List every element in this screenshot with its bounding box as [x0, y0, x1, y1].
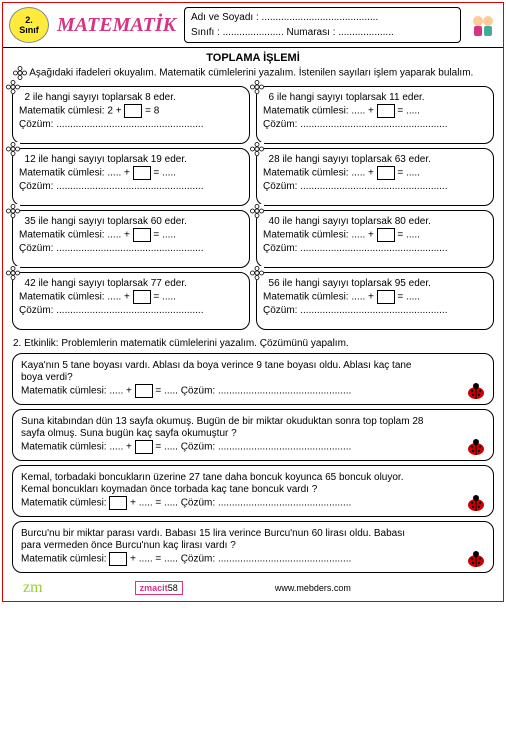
answer-box[interactable]	[124, 104, 142, 118]
problem-grid: 2 ile hangi sayıyı toplarsak 8 eder. Mat…	[3, 84, 503, 332]
answer-box[interactable]	[377, 104, 395, 118]
answer-box[interactable]	[135, 384, 153, 398]
problem-solution: Çözüm: .................................…	[19, 181, 243, 192]
answer-box[interactable]	[109, 496, 127, 510]
problem-math: Matematik cümlesi: 2 + = 8	[19, 104, 243, 118]
problem-box: 35 ile hangi sayıyı toplarsak 60 eder. M…	[9, 208, 253, 270]
activity2-title: 2. Etkinlik: Problemlerin matematik cüml…	[3, 332, 503, 351]
wp-text2: sayfa olmuş. Suna bugün kaç sayfa okumuş…	[21, 428, 485, 439]
problem-question: 40 ile hangi sayıyı toplarsak 80 eder.	[263, 216, 487, 227]
problem-solution: Çözüm: .................................…	[263, 181, 487, 192]
word-problem-box: Kemal, torbadaki boncukların üzerine 27 …	[3, 463, 503, 519]
wp-text1: Burcu'nu bir miktar parası vardı. Babası…	[21, 528, 485, 539]
grade-num: 2.	[25, 15, 33, 25]
problem-box: 40 ile hangi sayıyı toplarsak 80 eder. M…	[253, 208, 497, 270]
answer-box[interactable]	[377, 166, 395, 180]
problem-box: 28 ile hangi sayıyı toplarsak 63 eder. M…	[253, 146, 497, 208]
problem-question: 12 ile hangi sayıyı toplarsak 19 eder.	[19, 154, 243, 165]
problem-solution: Çözüm: .................................…	[19, 305, 243, 316]
problem-math: Matematik cümlesi: ..... + = .....	[19, 166, 243, 180]
flower-icon	[6, 266, 20, 280]
kids-icon	[469, 11, 497, 39]
flower-icon	[6, 204, 20, 218]
answer-box[interactable]	[377, 290, 395, 304]
problem-math: Matematik cümlesi: ..... + = .....	[19, 228, 243, 242]
answer-box[interactable]	[133, 290, 151, 304]
problem-solution: Çözüm: .................................…	[19, 243, 243, 254]
problem-math: Matematik cümlesi: ..... + = .....	[263, 290, 487, 304]
flower-icon	[13, 66, 27, 80]
problem-solution: Çözüm: .................................…	[19, 119, 243, 130]
problem-math: Matematik cümlesi: ..... + = .....	[263, 166, 487, 180]
flower-icon	[6, 80, 20, 94]
section-title: TOPLAMA İŞLEMİ	[3, 48, 503, 66]
word-problem-box: Burcu'nu bir miktar parası vardı. Babası…	[3, 519, 503, 575]
word-problem-box: Kaya'nın 5 tane boyası vardı. Ablası da …	[3, 351, 503, 407]
problem-solution: Çözüm: .................................…	[263, 305, 487, 316]
problem-question: 28 ile hangi sayıyı toplarsak 63 eder.	[263, 154, 487, 165]
page: 2. Sınıf MATEMATİK Adı ve Soyadı : .....…	[2, 2, 504, 602]
wp-text2: boya verdi?	[21, 372, 485, 383]
site-url: www.mebders.com	[275, 583, 351, 593]
flower-icon	[6, 142, 20, 156]
ladybug-icon	[465, 494, 487, 512]
word-problem-box: Suna kitabından dün 13 sayfa okumuş. Bug…	[3, 407, 503, 463]
wp-text2: para vermeden önce Burcu'nun kaç lirası …	[21, 540, 485, 551]
problem-question: 6 ile hangi sayıyı toplarsak 11 eder.	[263, 92, 487, 103]
wp-math: Matematik cümlesi: ..... + = ..... Çözüm…	[21, 384, 485, 398]
ladybug-icon	[465, 382, 487, 400]
problem-solution: Çözüm: .................................…	[263, 119, 487, 130]
author-badge: zmacit58	[135, 581, 183, 595]
wp-text1: Kemal, torbadaki boncukların üzerine 27 …	[21, 472, 485, 483]
answer-box[interactable]	[135, 440, 153, 454]
wp-math: Matematik cümlesi: + ..... = ..... Çözüm…	[21, 552, 485, 566]
problem-math: Matematik cümlesi: ..... + = .....	[19, 290, 243, 304]
class-label: Sınıfı : ...................... Numarası…	[191, 25, 454, 40]
problem-box: 42 ile hangi sayıyı toplarsak 77 eder. M…	[9, 270, 253, 332]
instruction-text: Aşağıdaki ifadeleri okuyalım. Matematik …	[29, 68, 473, 79]
problem-math: Matematik cümlesi: ..... + = .....	[263, 228, 487, 242]
wp-text1: Kaya'nın 5 tane boyası vardı. Ablası da …	[21, 360, 485, 371]
grade-word: Sınıf	[19, 25, 39, 35]
problem-box: 2 ile hangi sayıyı toplarsak 8 eder. Mat…	[9, 84, 253, 146]
header: 2. Sınıf MATEMATİK Adı ve Soyadı : .....…	[3, 3, 503, 48]
problem-math: Matematik cümlesi: ..... + = .....	[263, 104, 487, 118]
answer-box[interactable]	[377, 228, 395, 242]
flower-icon	[250, 142, 264, 156]
name-fields: Adı ve Soyadı : ........................…	[184, 7, 461, 43]
wp-math: Matematik cümlesi: ..... + = ..... Çözüm…	[21, 440, 485, 454]
subject-title: MATEMATİK	[57, 14, 176, 37]
grade-badge: 2. Sınıf	[9, 7, 49, 43]
problem-box: 12 ile hangi sayıyı toplarsak 19 eder. M…	[9, 146, 253, 208]
problem-box: 6 ile hangi sayıyı toplarsak 11 eder. Ma…	[253, 84, 497, 146]
word-problem-list: Kaya'nın 5 tane boyası vardı. Ablası da …	[3, 351, 503, 575]
wp-text1: Suna kitabından dün 13 sayfa okumuş. Bug…	[21, 416, 485, 427]
ladybug-icon	[465, 438, 487, 456]
flower-icon	[250, 266, 264, 280]
answer-box[interactable]	[109, 552, 127, 566]
footer: zm zmacit58 www.mebders.com	[3, 575, 503, 601]
name-label: Adı ve Soyadı : ........................…	[191, 10, 454, 25]
problem-question: 42 ile hangi sayıyı toplarsak 77 eder.	[19, 278, 243, 289]
problem-solution: Çözüm: .................................…	[263, 243, 487, 254]
answer-box[interactable]	[133, 166, 151, 180]
problem-box: 56 ile hangi sayıyı toplarsak 95 eder. M…	[253, 270, 497, 332]
problem-question: 35 ile hangi sayıyı toplarsak 60 eder.	[19, 216, 243, 227]
wp-text2: Kemal boncukları koymadan önce torbada k…	[21, 484, 485, 495]
answer-box[interactable]	[133, 228, 151, 242]
wp-math: Matematik cümlesi: + ..... = ..... Çözüm…	[21, 496, 485, 510]
zm-logo: zm	[23, 579, 43, 597]
flower-icon	[250, 204, 264, 218]
author-name: zmacit	[140, 583, 168, 593]
flower-icon	[250, 80, 264, 94]
problem-question: 56 ile hangi sayıyı toplarsak 95 eder.	[263, 278, 487, 289]
problem-question: 2 ile hangi sayıyı toplarsak 8 eder.	[19, 92, 243, 103]
ladybug-icon	[465, 550, 487, 568]
author-num: 58	[168, 583, 178, 593]
